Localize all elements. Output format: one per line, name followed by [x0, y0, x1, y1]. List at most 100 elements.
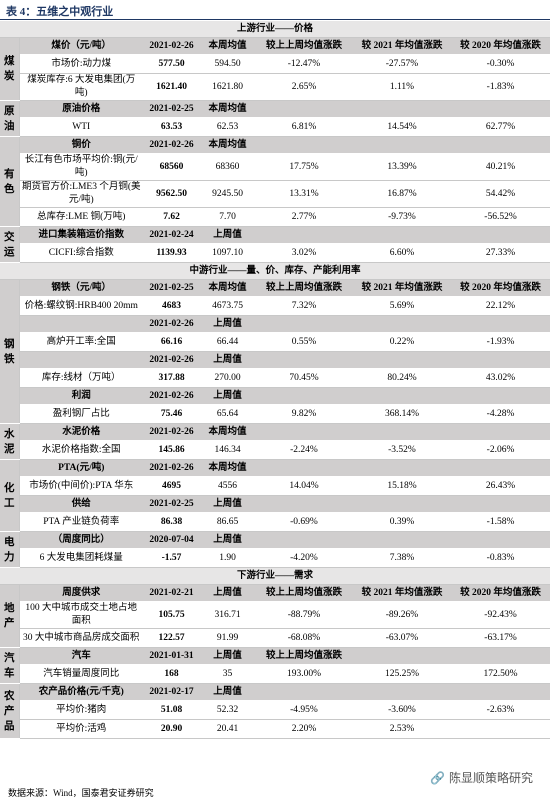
row-name: 煤炭库存:6 大发电集团(万吨)	[19, 73, 143, 101]
value-cell: 43.02%	[451, 368, 550, 388]
group-label: 原油	[0, 100, 20, 137]
header-cell	[255, 683, 353, 701]
value-cell: 17.75%	[255, 153, 353, 181]
value-cell: 2.65%	[255, 73, 353, 101]
value-cell: 9245.50	[200, 180, 255, 208]
value-cell: 86.38	[143, 512, 200, 532]
value-cell: 0.55%	[255, 332, 353, 352]
data-row: 平均价:猪肉 51.08 52.32 -4.95% -3.60% -2.63%	[0, 700, 550, 720]
data-row: 6 大发电集团耗煤量 -1.57 1.90 -4.20% 7.38% -0.83%	[0, 548, 550, 568]
header-cell	[255, 531, 353, 549]
row-name: 铜价	[19, 136, 143, 154]
value-cell: 51.08	[143, 700, 200, 720]
header-row: 原油 原油价格 2021-02-25 本周均值	[0, 100, 550, 137]
value-cell: 1139.93	[143, 243, 200, 263]
value-cell: 63.53	[143, 117, 200, 137]
header-row: 交运 进口集装箱运价指数 2021-02-24 上周值	[0, 226, 550, 263]
header-cell: 上周值	[200, 351, 255, 369]
header-cell: 2021-02-26	[143, 37, 200, 55]
header-cell	[451, 647, 550, 665]
value-cell: 15.18%	[353, 476, 451, 496]
value-cell: 168	[143, 664, 200, 684]
value-cell: -2.06%	[451, 440, 550, 460]
value-cell: -27.57%	[353, 54, 451, 74]
header-cell: 本周均值	[200, 459, 255, 477]
data-row: 市场价:动力煤 577.50 594.50 -12.47% -27.57% -0.30%	[0, 54, 550, 74]
header-row: 2021-02-26 上周值	[0, 315, 550, 333]
header-cell: 2021-02-25	[143, 495, 200, 513]
value-cell: 13.39%	[353, 153, 451, 181]
value-cell: 193.00%	[255, 664, 353, 684]
row-name: WTI	[19, 117, 143, 137]
header-cell	[451, 226, 550, 244]
header-row: 水泥 水泥价格 2021-02-26 本周均值	[0, 423, 550, 460]
row-name: 价格:螺纹钢:HRB400 20mm	[19, 296, 143, 316]
data-row: 平均价:活鸡 20.90 20.41 2.20% 2.53%	[0, 719, 550, 739]
header-cell	[451, 495, 550, 513]
value-cell: 70.45%	[255, 368, 353, 388]
header-row: 农产品 农产品价格(元/千克) 2021-02-17 上周值	[0, 683, 550, 739]
value-cell: 80.24%	[353, 368, 451, 388]
group-label: 交运	[0, 226, 20, 263]
section-row: 中游行业——量、价、库存、产能利用率	[0, 262, 550, 280]
value-cell: 1.90	[200, 548, 255, 568]
value-cell: 316.71	[200, 601, 255, 629]
value-cell: 1621.40	[143, 73, 200, 101]
data-row: 水泥价格指数:全国 145.86 146.34 -2.24% -3.52% -2.06%	[0, 440, 550, 460]
value-cell: -4.95%	[255, 700, 353, 720]
value-cell: -12.47%	[255, 54, 353, 74]
row-name: （周度同比）	[19, 531, 143, 549]
data-row: 煤炭库存:6 大发电集团(万吨) 1621.40 1621.80 2.65% 1.11%…	[0, 73, 550, 101]
value-cell: 75.46	[143, 404, 200, 424]
header-cell	[353, 351, 451, 369]
header-cell	[451, 459, 550, 477]
value-cell: -1.83%	[451, 73, 550, 101]
header-cell	[353, 315, 451, 333]
data-row: 总库存:LME 铜(万吨) 7.62 7.70 2.77% -9.73% -56.52%	[0, 207, 550, 227]
row-name: 原油价格	[19, 100, 143, 118]
value-cell: 105.75	[143, 601, 200, 629]
header-cell	[353, 136, 451, 154]
value-cell: 317.88	[143, 368, 200, 388]
value-cell: 7.70	[200, 207, 255, 227]
value-cell: -89.26%	[353, 601, 451, 629]
value-cell: 9562.50	[143, 180, 200, 208]
value-cell: 577.50	[143, 54, 200, 74]
header-cell: 上周值	[200, 531, 255, 549]
data-row: 期货官方价:LME3 个月铜(美元/吨) 9562.50 9245.50 13.31%…	[0, 180, 550, 208]
value-cell: 66.16	[143, 332, 200, 352]
header-cell	[255, 226, 353, 244]
value-cell: 125.25%	[353, 664, 451, 684]
value-cell: 3.02%	[255, 243, 353, 263]
row-name: 期货官方价:LME3 个月铜(美元/吨)	[19, 180, 143, 208]
value-cell: -0.30%	[451, 54, 550, 74]
value-cell: 146.34	[200, 440, 255, 460]
value-cell: 2.77%	[255, 207, 353, 227]
group-label: 水泥	[0, 423, 20, 460]
header-cell: 较上上周均值涨跌	[255, 37, 353, 55]
data-row: WTI 63.53 62.53 6.81% 14.54% 62.77%	[0, 117, 550, 137]
header-cell	[451, 136, 550, 154]
row-name: 周度供求	[19, 584, 143, 602]
header-cell: 2021-02-25	[143, 100, 200, 118]
data-row: 市场价(中间价):PTA 华东 4695 4556 14.04% 15.18% 26.43…	[0, 476, 550, 496]
value-cell: 54.42%	[451, 180, 550, 208]
header-cell: 上周值	[200, 387, 255, 405]
header-row: 2021-02-26 上周值	[0, 351, 550, 369]
section-row: 上游行业——价格	[0, 21, 550, 38]
header-cell: 上周值	[200, 226, 255, 244]
header-cell: 上周值	[200, 315, 255, 333]
header-row: 利润 2021-02-26 上周值	[0, 387, 550, 405]
header-row: 化工 PTA(元/吨) 2021-02-26 本周均值	[0, 459, 550, 532]
header-cell	[255, 351, 353, 369]
value-cell: 7.38%	[353, 548, 451, 568]
value-cell: 26.43%	[451, 476, 550, 496]
value-cell: 40.21%	[451, 153, 550, 181]
value-cell: -68.08%	[255, 628, 353, 648]
row-name: 进口集装箱运价指数	[19, 226, 143, 244]
header-cell	[451, 315, 550, 333]
value-cell: 172.50%	[451, 664, 550, 684]
data-row: CICFI:综合指数 1139.93 1097.10 3.02% 6.60% 27.33%	[0, 243, 550, 263]
value-cell: 145.86	[143, 440, 200, 460]
value-cell: -3.60%	[353, 700, 451, 720]
